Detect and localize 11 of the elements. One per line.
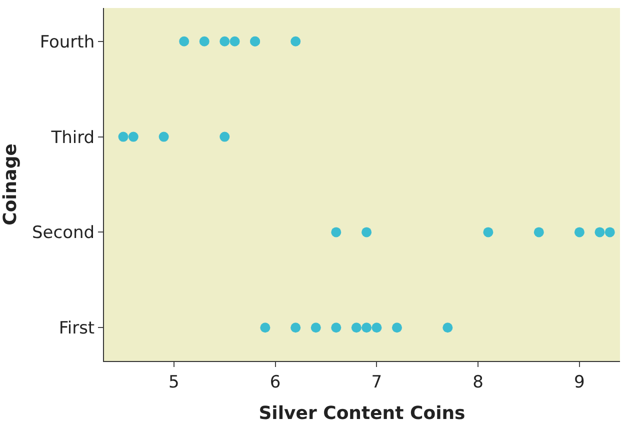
y-tick-label: Fourth <box>40 32 95 52</box>
x-axis-title: Silver Content Coins <box>258 403 466 424</box>
y-tick-label: Second <box>32 223 95 244</box>
x-tick-label: 8 <box>472 372 484 392</box>
x-tick-label: 9 <box>574 372 585 392</box>
y-axis-title: Coinage <box>0 144 21 226</box>
x-tick-label: 5 <box>168 372 180 392</box>
y-tick-label: First <box>58 318 95 339</box>
x-tick-label: 6 <box>270 372 281 392</box>
y-tick-label: Third <box>50 128 95 148</box>
x-tick-label: 7 <box>371 372 382 392</box>
